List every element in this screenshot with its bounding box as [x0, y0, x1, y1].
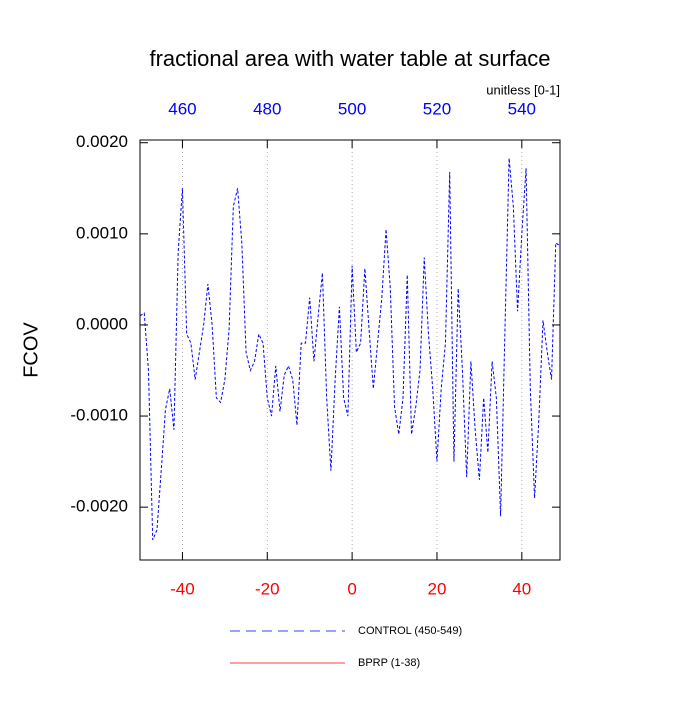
- chart-title: fractional area with water table at surf…: [149, 46, 550, 71]
- x-tick-label: -40: [170, 579, 195, 598]
- x2-tick-label: 500: [338, 99, 366, 118]
- units-label: unitless [0-1]: [486, 82, 560, 97]
- x-tick-label: 20: [428, 579, 447, 598]
- x2-tick-label: 540: [508, 99, 536, 118]
- x2-tick-label: 520: [423, 99, 451, 118]
- legend-label: BPRP (1-38): [358, 657, 420, 669]
- x-tick-label: 40: [512, 579, 531, 598]
- plot-frame: [139, 139, 561, 561]
- y-tick-label: 0.0020: [76, 132, 128, 151]
- y-tick-label: -0.0010: [70, 406, 128, 425]
- data-line: [139, 158, 561, 541]
- y-tick-label: 0.0010: [76, 223, 128, 242]
- x-tick-label: 0: [347, 579, 356, 598]
- legend-label: CONTROL (450-549): [358, 625, 462, 637]
- x2-tick-label: 480: [253, 99, 281, 118]
- y-axis-label: FCOV: [20, 322, 42, 378]
- y-tick-label: 0.0000: [76, 314, 128, 333]
- x2-tick-label: 460: [168, 99, 196, 118]
- x-tick-label: -20: [255, 579, 280, 598]
- y-tick-label: -0.0020: [70, 497, 128, 516]
